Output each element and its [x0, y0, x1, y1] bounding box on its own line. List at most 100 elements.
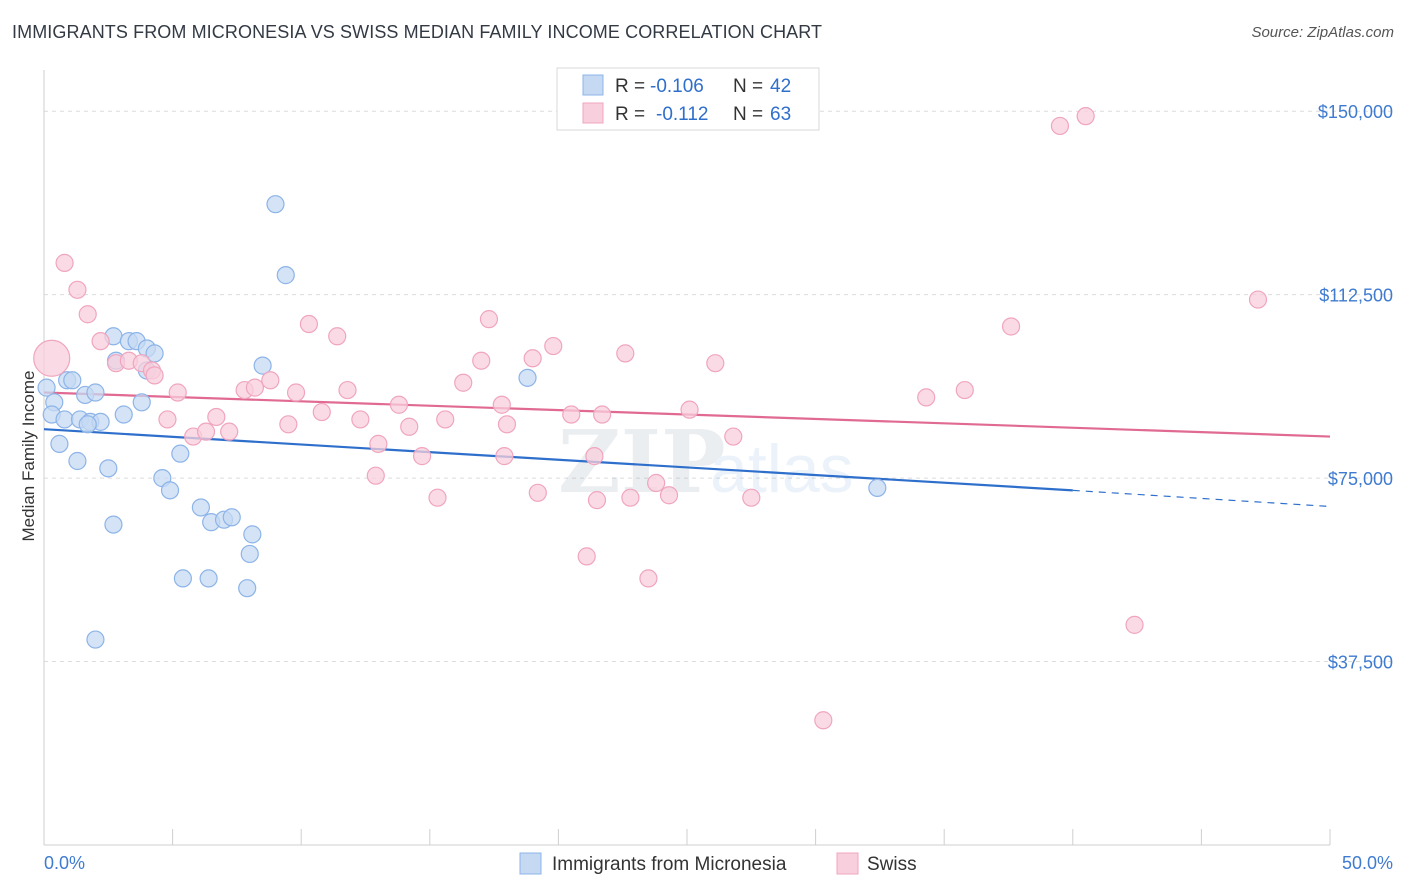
point-micronesia-30	[222, 508, 241, 527]
point-swiss-27	[369, 434, 388, 453]
point-swiss-48	[621, 488, 640, 507]
point-swiss-22	[312, 402, 331, 422]
point-swiss-10	[168, 383, 187, 402]
point-micronesia-38	[86, 630, 105, 649]
point-swiss-2	[68, 280, 87, 299]
point-swiss-53	[706, 354, 725, 373]
point-swiss-37	[492, 395, 511, 414]
point-swiss-30	[412, 447, 432, 466]
point-swiss-47	[616, 344, 635, 363]
point-swiss-20	[286, 383, 306, 402]
point-micronesia-7	[68, 451, 87, 471]
point-swiss-46	[593, 405, 612, 424]
point-micronesia-26	[171, 444, 190, 463]
y-tick-label-2: $75,000	[1328, 469, 1393, 489]
point-swiss-28	[389, 395, 409, 414]
point-micronesia-15	[78, 415, 97, 434]
point-swiss-39	[523, 349, 542, 368]
legend-n-label-2: N =	[733, 104, 763, 125]
point-micronesia-40	[276, 266, 295, 285]
point-swiss-38	[497, 415, 517, 434]
point-swiss-4	[91, 332, 110, 351]
point-swiss-17	[245, 378, 265, 397]
point-swiss-1	[55, 253, 74, 272]
point-micronesia-35	[173, 569, 192, 588]
point-swiss-35	[479, 310, 499, 329]
legend-n-value-1: 42	[770, 76, 791, 97]
point-swiss-50	[647, 473, 666, 493]
point-micronesia-36	[199, 569, 218, 588]
point-swiss-49	[639, 569, 658, 588]
legend-r-value-1: -0.106	[650, 76, 704, 97]
point-micronesia-42	[868, 478, 887, 498]
point-micronesia-31	[243, 525, 262, 544]
point-swiss-62	[1125, 615, 1144, 634]
series-legend-swatch-micronesia	[519, 852, 542, 875]
point-micronesia-32	[240, 544, 259, 564]
point-micronesia-11	[86, 383, 105, 402]
x-tick-label-min: 0.0%	[44, 853, 85, 873]
point-micronesia-6	[63, 371, 82, 390]
legend-r-value-2: -0.112	[656, 104, 708, 125]
point-micronesia-25	[160, 481, 180, 500]
chart-source: Source: ZipAtlas.com	[1251, 24, 1394, 41]
point-swiss-41	[544, 336, 563, 356]
trend-line-micronesia	[43, 428, 1073, 492]
point-swiss-31	[428, 488, 447, 507]
point-swiss-51	[659, 486, 679, 505]
point-swiss-15	[220, 422, 239, 441]
point-swiss-23	[328, 327, 347, 346]
point-swiss-25	[351, 410, 370, 429]
stats-legend: R = -0.106 N = 42 R = -0.112 N = 63	[556, 67, 820, 131]
point-swiss-21	[299, 314, 319, 334]
point-micronesia-39	[266, 195, 285, 214]
point-swiss-34	[472, 351, 491, 370]
point-micronesia-41	[518, 368, 537, 387]
point-micronesia-27	[191, 498, 210, 517]
point-swiss-18	[261, 371, 280, 390]
point-micronesia-5	[55, 410, 74, 429]
legend-swatch-swiss	[582, 102, 604, 124]
point-swiss-3	[78, 305, 97, 324]
point-swiss-57	[917, 388, 936, 407]
legend-n-value-2: 63	[770, 104, 791, 125]
point-swiss-40	[528, 483, 547, 502]
point-swiss-52	[680, 400, 699, 419]
series-legend: Immigrants from Micronesia Swiss	[519, 852, 917, 875]
legend-r-label-1: R =	[615, 76, 645, 97]
point-swiss-11	[158, 410, 177, 429]
legend-n-label-1: N =	[733, 76, 763, 97]
legend-swatch-micronesia	[582, 74, 604, 96]
point-micronesia-20	[132, 393, 151, 412]
point-swiss-43	[577, 547, 596, 566]
y-axis-title: Median Family Income	[19, 370, 38, 541]
point-swiss-14	[207, 407, 226, 427]
point-swiss-45	[587, 491, 607, 510]
point-swiss-32	[436, 410, 455, 429]
series-legend-label-micronesia: Immigrants from Micronesia	[552, 854, 787, 875]
point-swiss-55	[742, 488, 761, 507]
point-swiss-36	[495, 447, 514, 466]
point-swiss-19	[279, 415, 298, 434]
x-ticks	[43, 829, 1331, 845]
point-swiss-0	[33, 339, 71, 377]
point-swiss-24	[338, 380, 357, 400]
point-micronesia-34	[238, 579, 257, 598]
series-legend-swatch-swiss	[836, 852, 859, 875]
point-micronesia-3	[50, 434, 69, 453]
legend-r-label-2: R =	[615, 104, 645, 125]
point-swiss-9	[145, 366, 164, 385]
point-swiss-60	[1050, 116, 1070, 136]
point-micronesia-13	[99, 459, 118, 478]
point-swiss-58	[955, 380, 974, 400]
point-swiss-33	[454, 373, 473, 392]
point-swiss-56	[814, 711, 833, 730]
point-swiss-26	[366, 466, 385, 485]
y-tick-label-3: $37,500	[1328, 653, 1393, 673]
point-micronesia-17	[114, 405, 133, 424]
series-legend-label-swiss: Swiss	[867, 854, 917, 875]
point-swiss-42	[562, 405, 581, 424]
data-points	[33, 107, 1268, 730]
point-micronesia-0	[37, 378, 56, 397]
